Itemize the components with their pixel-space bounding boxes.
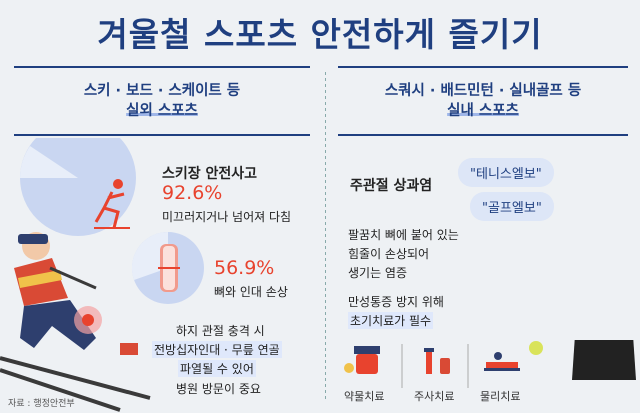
outdoor-header-line1: 스키 · 보드 · 스케이트 등 [83, 83, 241, 99]
indoor-header-line2: 실내 스포츠 [447, 103, 519, 119]
skier-illustration [0, 232, 151, 412]
tennis-player-illustration [529, 340, 636, 380]
knee-line1: 하지 관절 충격 시 [176, 324, 265, 338]
outdoor-header: 스키 · 보드 · 스케이트 등 실외 스포츠 [14, 66, 310, 136]
source-note: 자료 : 행정안전부 [8, 399, 75, 409]
treatment-label-1: 주사치료 [414, 390, 455, 403]
treatment-label-0: 약물치료 [344, 390, 385, 403]
treatment-label-2: 물리치료 [480, 390, 521, 403]
indoor-graphics [344, 340, 636, 388]
tennis-elbow-bubble: "테니스엘보" [458, 158, 554, 187]
stat2-percent: 56.9% [214, 257, 275, 279]
prevent-line1: 만성통증 방지 위해 [348, 295, 444, 309]
physical-therapy-icon [484, 352, 520, 371]
indoor-header-line1: 스쿼시 · 배드민턴 · 실내골프 등 [384, 83, 582, 99]
knee-line3: 파열될 수 있어 [178, 360, 256, 377]
golf-elbow-bubble: "골프엘보" [470, 192, 554, 221]
indoor-header: 스쿼시 · 배드민턴 · 실내골프 등 실내 스포츠 [338, 66, 628, 136]
section-divider [325, 72, 326, 402]
knee-line2: 전방십자인대 · 무릎 연골 [152, 341, 282, 358]
desc-line3: 생기는 염증 [348, 266, 408, 280]
stat2-label: 뼈와 인대 손상 [214, 285, 288, 299]
page-title: 겨울철 스포츠 안전하게 즐기기 [97, 15, 543, 54]
medicine-icon [344, 346, 380, 374]
outdoor-header-line2: 실외 스포츠 [126, 103, 198, 119]
desc-line2: 힘줄이 손상되어 [348, 247, 430, 261]
stat1-label: 미끄러지거나 넘어져 다침 [162, 210, 292, 224]
knee-bone-icon [158, 244, 180, 292]
syringe-icon [424, 348, 450, 374]
fall-icon [94, 179, 130, 229]
epicondylitis-title: 주관절 상과염 [350, 178, 433, 194]
ski-accident-title: 스키장 안전사고 [162, 166, 258, 182]
outdoor-graphics [0, 138, 204, 412]
stat1-percent: 92.6% [162, 182, 223, 204]
knee-line4: 병원 방문이 중요 [176, 382, 261, 396]
prevent-line2: 초기치료가 필수 [348, 312, 434, 329]
desc-line1: 팔꿈치 뼈에 붙어 있는 [348, 228, 459, 242]
